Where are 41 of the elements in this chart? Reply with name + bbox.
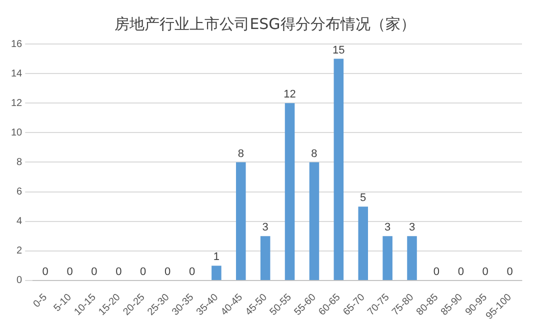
y-tick-label: 2 xyxy=(16,246,23,257)
data-label: 8 xyxy=(238,148,244,160)
bar xyxy=(284,103,295,280)
bar xyxy=(236,162,246,280)
y-tick-label: 14 xyxy=(11,68,23,80)
y-tick-label: 8 xyxy=(16,157,23,168)
bar xyxy=(382,236,392,280)
x-tick-label: 5-10 xyxy=(52,292,74,314)
data-label: 5 xyxy=(360,192,366,204)
data-label: 3 xyxy=(384,222,391,234)
data-label: 8 xyxy=(311,148,318,160)
data-label: 1 xyxy=(213,251,220,264)
data-label: 15 xyxy=(332,44,345,56)
bar xyxy=(358,206,368,280)
y-tick-label: 4 xyxy=(16,216,23,228)
bar xyxy=(260,236,270,280)
data-label: 0 xyxy=(506,266,513,278)
x-tick-label: 0-5 xyxy=(31,292,50,310)
y-tick-label: 12 xyxy=(11,98,23,109)
chart-title: 房地产行业上市公司ESG得分分布情况（家） xyxy=(114,14,416,33)
data-label: 0 xyxy=(91,266,98,278)
data-label: 0 xyxy=(482,266,488,278)
data-label: 3 xyxy=(408,222,416,234)
bar xyxy=(212,266,222,280)
data-label: 3 xyxy=(262,222,268,234)
y-tick-label: 10 xyxy=(11,127,23,138)
data-label: 0 xyxy=(164,266,171,278)
data-label: 0 xyxy=(66,266,73,278)
data-label: 0 xyxy=(116,266,122,278)
data-label: 12 xyxy=(284,88,296,101)
data-label: 0 xyxy=(42,266,48,278)
data-label: 0 xyxy=(458,266,464,278)
data-label: 0 xyxy=(433,266,440,278)
data-label: 0 xyxy=(188,266,196,278)
bar xyxy=(407,236,417,280)
data-label: 0 xyxy=(140,266,146,278)
bar xyxy=(309,162,320,280)
y-tick-label: 0 xyxy=(16,275,23,286)
bar xyxy=(334,58,344,280)
y-tick-label: 6 xyxy=(16,186,23,198)
y-tick-label: 16 xyxy=(11,38,23,50)
